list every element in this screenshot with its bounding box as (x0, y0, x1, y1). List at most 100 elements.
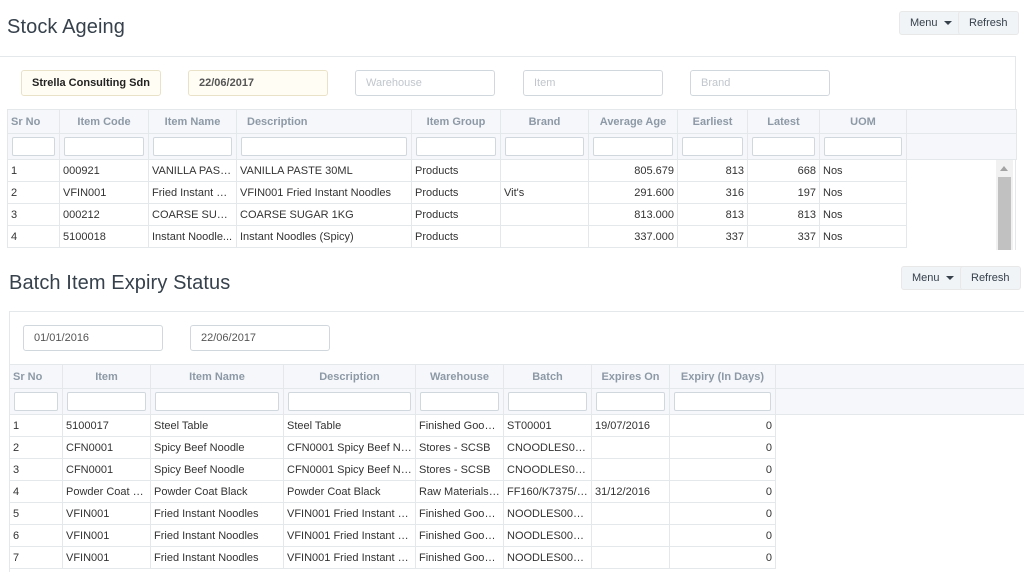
table-cell: VFIN001 (62, 524, 151, 547)
table-cell: Products (411, 225, 501, 248)
table-cell-filler (776, 481, 1024, 503)
filter-expiry-days[interactable] (674, 392, 771, 411)
col-header-brand[interactable]: Brand (500, 109, 589, 134)
table-cell: Finished Goods... (415, 502, 504, 525)
table-cell: CNOODLES0001 (503, 436, 592, 459)
table-cell (500, 203, 589, 226)
table-cell: 3 (7, 203, 60, 226)
brand-field[interactable] (690, 70, 830, 96)
stock-filter-row (7, 133, 1017, 160)
table-cell: Powder Coat Bl... (62, 480, 151, 503)
scroll-up-icon[interactable] (1000, 166, 1008, 171)
table-cell: 197 (747, 181, 820, 204)
table-row[interactable]: 1 000921 VANILLA PASTE... VANILLA PASTE 30M… (7, 159, 1017, 182)
table-row[interactable]: 6 VFIN001 Fried Instant Noodles VFIN001 Fri… (9, 524, 1024, 547)
col-header-item[interactable]: Item (62, 364, 151, 389)
col-header-description[interactable]: Description (283, 364, 416, 389)
col-header-average-age[interactable]: Average Age (588, 109, 678, 134)
warehouse-field[interactable] (355, 70, 495, 96)
table-row[interactable]: 4 Powder Coat Bl... Powder Coat Black Powde… (9, 480, 1024, 503)
table-row[interactable]: 7 VFIN001 Fried Instant Noodles VFIN001 Fri… (9, 546, 1024, 569)
table-cell: VFIN001 Fried Instant No... (283, 546, 416, 569)
filter-expires-on[interactable] (596, 392, 665, 411)
col-header-expiry-days[interactable]: Expiry (In Days) (669, 364, 776, 389)
table-row[interactable]: 1 5100017 Steel Table Steel Table Finished G… (9, 414, 1024, 437)
table-cell: FF160/K7375/C... (503, 480, 592, 503)
from-date-field[interactable] (23, 325, 163, 351)
table-cell: VFIN001 (59, 181, 149, 204)
item-field[interactable] (523, 70, 663, 96)
table-row[interactable]: 4 5100018 Instant Noodle... Instant Noodles… (7, 225, 1017, 248)
col-header-latest[interactable]: Latest (747, 109, 820, 134)
col-header-filler (775, 364, 1024, 389)
col-header-uom[interactable]: UOM (819, 109, 907, 134)
col-header-batch[interactable]: Batch (503, 364, 592, 389)
table-cell: 1 (9, 414, 63, 437)
table-row[interactable]: 2 CFN0001 Spicy Beef Noodle CFN0001 Spicy B… (9, 436, 1024, 459)
table-cell: Finished Goods... (415, 414, 504, 437)
filter-description[interactable] (241, 137, 407, 156)
filter-warehouse[interactable] (420, 392, 499, 411)
col-header-earliest[interactable]: Earliest (677, 109, 748, 134)
table-cell: Fried Instant Noodles (150, 524, 284, 547)
batch-menu-button[interactable]: Menu (901, 266, 965, 290)
table-cell: 19/07/2016 (591, 414, 670, 437)
filter-sr-no[interactable] (14, 392, 58, 411)
filter-item-name[interactable] (155, 392, 279, 411)
table-cell: 000212 (59, 203, 149, 226)
table-cell: 337 (747, 225, 820, 248)
table-cell: Raw Materials -... (415, 480, 504, 503)
batch-refresh-button[interactable]: Refresh (960, 266, 1021, 290)
filter-batch[interactable] (508, 392, 587, 411)
batch-expiry-table: Sr No Item Item Name Description Warehou… (9, 364, 1024, 569)
stock-menu-button[interactable]: Menu (899, 11, 963, 35)
filter-latest[interactable] (752, 137, 815, 156)
filter-item-name[interactable] (153, 137, 232, 156)
table-cell: Spicy Beef Noodle (150, 458, 284, 481)
table-cell: 1 (7, 159, 60, 182)
table-cell: CFN0001 Spicy Beef Noo... (283, 458, 416, 481)
table-cell: Instant Noodle... (148, 225, 237, 248)
scroll-thumb[interactable] (998, 177, 1011, 250)
table-cell: 31/12/2016 (591, 480, 670, 503)
col-header-item-group[interactable]: Item Group (411, 109, 501, 134)
table-cell: 3 (9, 458, 63, 481)
filter-item[interactable] (67, 392, 146, 411)
stock-table-scrollbar[interactable] (996, 160, 1013, 250)
filter-sr-no[interactable] (12, 137, 55, 156)
table-cell-filler (776, 415, 1024, 437)
filter-uom[interactable] (824, 137, 902, 156)
table-cell (591, 524, 670, 547)
stock-date-field[interactable] (188, 70, 328, 96)
table-cell: NOODLES00001 (503, 502, 592, 525)
filter-brand[interactable] (505, 137, 584, 156)
filter-average-age[interactable] (593, 137, 673, 156)
table-cell: 5100018 (59, 225, 149, 248)
filter-earliest[interactable] (682, 137, 743, 156)
table-cell: VANILLA PASTE... (148, 159, 237, 182)
stock-header-row: Sr No Item Code Item Name Description It… (7, 109, 1017, 134)
stock-menu-label: Menu (910, 17, 938, 29)
stock-refresh-button[interactable]: Refresh (958, 11, 1019, 35)
to-date-field[interactable] (190, 325, 330, 351)
company-field[interactable] (21, 70, 161, 96)
table-row[interactable]: 3 CFN0001 Spicy Beef Noodle CFN0001 Spicy B… (9, 458, 1024, 481)
filter-item-code[interactable] (64, 137, 144, 156)
filter-description[interactable] (288, 392, 411, 411)
batch-expiry-title: Batch Item Expiry Status (9, 272, 231, 294)
table-cell: 668 (747, 159, 820, 182)
col-header-sr-no[interactable]: Sr No (9, 364, 63, 389)
col-header-item-name[interactable]: Item Name (150, 364, 284, 389)
col-header-warehouse[interactable]: Warehouse (415, 364, 504, 389)
col-header-description[interactable]: Description (236, 109, 412, 134)
col-header-sr-no[interactable]: Sr No (7, 109, 60, 134)
table-cell: 5100017 (62, 414, 151, 437)
table-row[interactable]: 2 VFIN001 Fried Instant N... VFIN001 Fried … (7, 181, 1017, 204)
table-row[interactable]: 5 VFIN001 Fried Instant Noodles VFIN001 Fri… (9, 502, 1024, 525)
table-cell: VFIN001 Fried Instant No... (283, 502, 416, 525)
col-header-item-code[interactable]: Item Code (59, 109, 149, 134)
col-header-item-name[interactable]: Item Name (148, 109, 237, 134)
filter-item-group[interactable] (416, 137, 496, 156)
col-header-expires-on[interactable]: Expires On (591, 364, 670, 389)
